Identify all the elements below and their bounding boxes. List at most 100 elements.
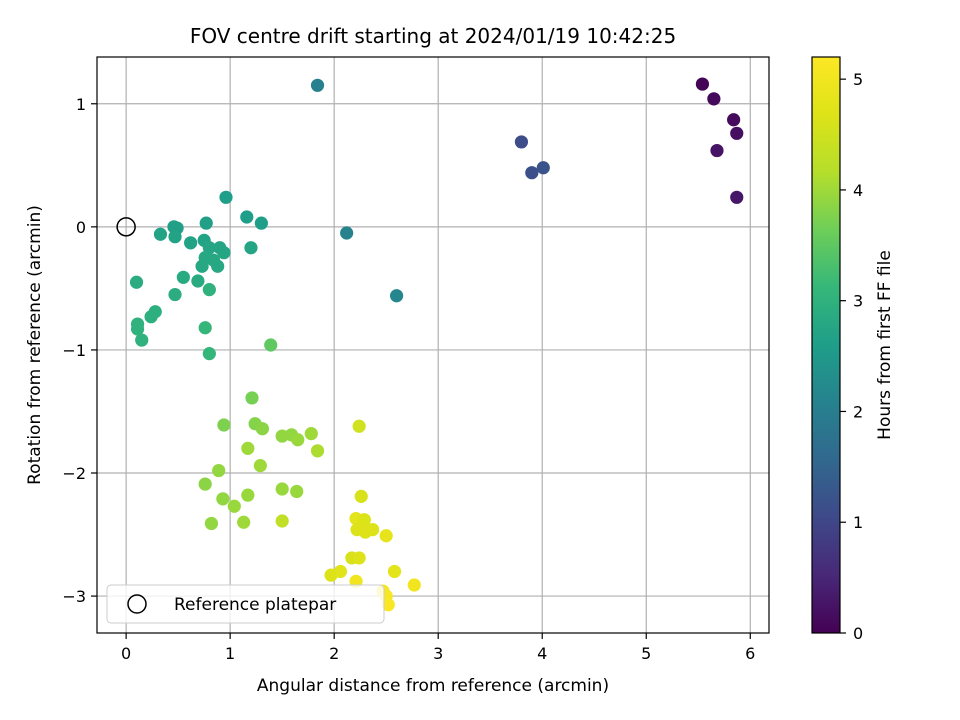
colorbar-tick-label: 0 <box>853 624 863 643</box>
data-point <box>245 391 259 405</box>
x-tick-label: 5 <box>641 644 651 663</box>
colorbar-tick-label: 1 <box>853 513 863 532</box>
data-point <box>219 190 233 204</box>
data-point <box>379 529 393 543</box>
x-tick-label: 4 <box>537 644 547 663</box>
y-tick-label: −1 <box>62 341 86 360</box>
chart-title: FOV centre drift starting at 2024/01/19 … <box>190 24 676 48</box>
y-tick-label: 0 <box>76 218 86 237</box>
data-point <box>357 513 371 527</box>
data-point <box>212 463 226 478</box>
data-point <box>244 241 258 255</box>
grid-lines <box>97 57 769 633</box>
data-point <box>707 92 721 106</box>
data-point <box>352 419 366 433</box>
data-point <box>366 523 380 537</box>
data-point <box>153 227 168 241</box>
x-tick-label: 0 <box>121 644 131 663</box>
plot-frame <box>96 56 770 634</box>
data-point <box>217 418 231 432</box>
data-point <box>184 236 198 250</box>
data-point <box>216 492 230 506</box>
data-point <box>135 333 149 347</box>
colorbar-tick-label: 4 <box>853 181 863 200</box>
data-point <box>211 259 225 273</box>
colorbar-tick-label: 3 <box>853 292 863 311</box>
legend-box <box>106 584 385 624</box>
data-point <box>255 422 269 436</box>
data-point <box>264 338 278 352</box>
y-axis-ticks: −3 −2 −1 0 1 <box>62 95 97 606</box>
data-point <box>389 289 404 303</box>
data-point <box>240 210 254 224</box>
data-point <box>130 322 145 336</box>
colorbar-tick-label: 5 <box>853 70 863 89</box>
data-point <box>195 259 209 273</box>
y-tick-label: 1 <box>76 95 86 114</box>
x-tick-label: 1 <box>225 644 235 663</box>
data-point <box>198 477 212 491</box>
data-point <box>407 578 421 592</box>
data-point <box>168 230 182 244</box>
data-point <box>354 489 368 503</box>
data-point <box>227 499 241 513</box>
data-point <box>168 287 182 302</box>
data-point <box>275 482 289 496</box>
reference-platepar-marker <box>116 217 136 237</box>
data-point <box>514 135 529 149</box>
colorbar-frame <box>811 56 841 634</box>
x-tick-label: 6 <box>745 644 755 663</box>
data-point <box>710 143 724 158</box>
data-point <box>198 321 212 335</box>
x-axis-label: Angular distance from reference (arcmin) <box>257 676 609 696</box>
data-point <box>727 113 741 127</box>
data-point <box>695 77 710 91</box>
data-point <box>144 310 158 324</box>
data-point <box>304 427 318 441</box>
colorbar-tick-label: 2 <box>853 402 863 421</box>
legend-label: Reference platepar <box>174 595 336 615</box>
data-point <box>202 283 216 297</box>
data-point <box>254 216 268 230</box>
data-point <box>241 488 255 502</box>
y-tick-label: −3 <box>62 587 86 606</box>
data-point <box>204 516 219 531</box>
data-point <box>387 564 402 579</box>
data-point <box>241 441 255 455</box>
data-point <box>217 246 231 260</box>
data-point <box>730 190 744 204</box>
legend-marker <box>127 594 147 614</box>
data-point <box>290 484 304 499</box>
data-point <box>199 216 213 230</box>
data-point <box>536 161 550 175</box>
y-tick-label: −2 <box>62 464 86 483</box>
data-point <box>525 166 539 180</box>
data-point <box>310 444 325 458</box>
data-point <box>324 568 338 582</box>
x-axis-ticks: 0 1 2 3 4 5 6 <box>121 633 755 663</box>
x-tick-label: 3 <box>433 644 443 663</box>
colorbar-ticks: 0 1 2 3 4 5 <box>840 70 863 643</box>
data-point <box>275 514 289 528</box>
data-point <box>191 274 205 288</box>
data-point <box>202 347 216 361</box>
data-point <box>310 78 325 92</box>
data-point <box>237 515 251 529</box>
data-point <box>129 275 144 289</box>
legend: Reference platepar <box>106 584 385 624</box>
data-point <box>176 270 190 284</box>
data-point <box>381 598 395 612</box>
data-points <box>129 77 744 612</box>
y-axis-label: Rotation from reference (arcmin) <box>25 205 45 485</box>
colorbar-gradient <box>812 57 840 633</box>
colorbar: 0 1 2 3 4 5 Hours from first FF file <box>811 56 895 643</box>
data-point <box>352 551 366 565</box>
data-point <box>340 226 354 240</box>
data-point <box>202 241 216 255</box>
data-point <box>291 433 305 447</box>
data-point <box>730 126 744 140</box>
x-tick-label: 2 <box>329 644 339 663</box>
colorbar-label: Hours from first FF file <box>875 250 895 440</box>
data-point <box>253 459 267 473</box>
